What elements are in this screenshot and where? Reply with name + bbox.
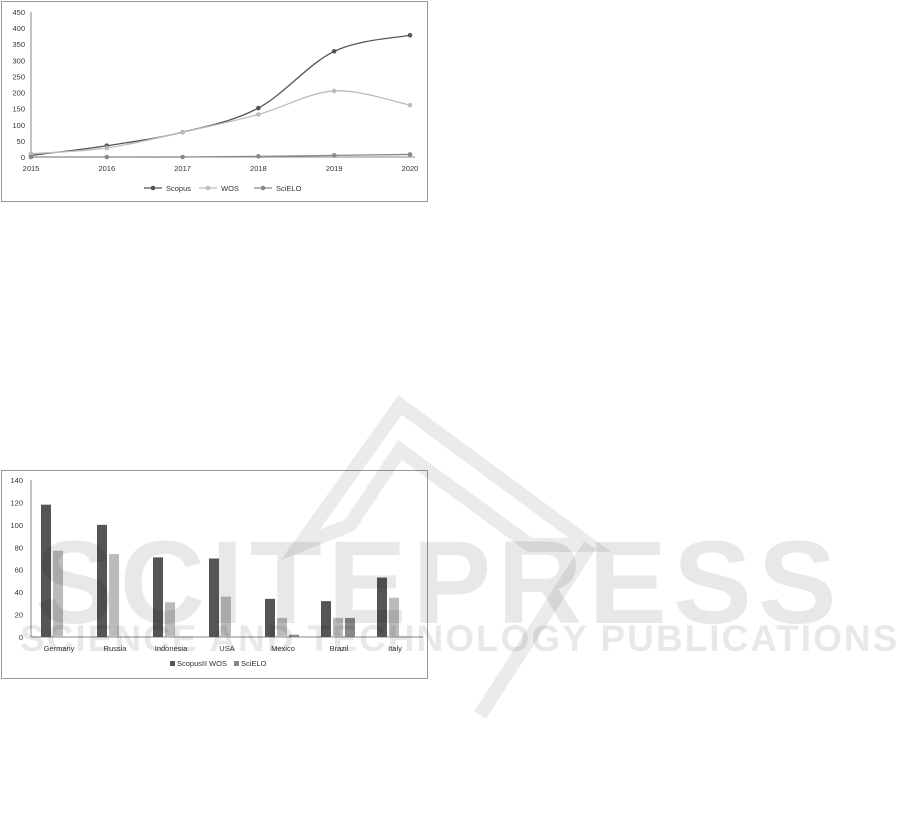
legend-label: WOS bbox=[221, 184, 239, 193]
data-point bbox=[28, 154, 34, 160]
legend-label: SciELO bbox=[276, 184, 302, 193]
data-point bbox=[331, 88, 337, 94]
y-tick-label: 450 bbox=[12, 8, 25, 17]
legend-marker bbox=[205, 185, 211, 191]
x-tick-label: 2018 bbox=[250, 164, 267, 173]
y-tick-label: 150 bbox=[12, 105, 25, 114]
x-tick-label: Brazil bbox=[330, 644, 349, 653]
data-point bbox=[407, 32, 413, 38]
bar-wos bbox=[277, 617, 287, 637]
legend-swatch bbox=[202, 661, 207, 666]
legend-marker bbox=[150, 185, 156, 191]
bar-scopus bbox=[97, 524, 107, 637]
legend-label: Scopus bbox=[166, 184, 191, 193]
x-tick-label: 2019 bbox=[326, 164, 343, 173]
bar-scopus bbox=[41, 504, 51, 637]
bar-scopus bbox=[153, 557, 163, 637]
data-point bbox=[407, 152, 413, 157]
x-tick-label: 2017 bbox=[174, 164, 191, 173]
y-tick-label: 50 bbox=[17, 137, 25, 146]
bar-scopus bbox=[321, 601, 331, 637]
y-tick-label: 140 bbox=[10, 476, 23, 485]
series-line-wos bbox=[30, 90, 411, 155]
legend-swatch bbox=[170, 661, 175, 666]
x-tick-label: 2016 bbox=[98, 164, 115, 173]
data-point bbox=[256, 112, 261, 117]
line-chart-figure: 0 50 100 150 200 250 300 350 400 450 2015 2016 2017 2… bbox=[1, 1, 428, 202]
data-point bbox=[180, 129, 185, 135]
bar-scopus bbox=[209, 558, 219, 637]
bar-scopus bbox=[377, 577, 387, 637]
bar-wos bbox=[53, 550, 63, 637]
data-point bbox=[256, 105, 261, 111]
y-tick-label: 250 bbox=[12, 72, 25, 81]
data-point bbox=[104, 145, 110, 151]
data-point bbox=[28, 151, 34, 157]
data-point bbox=[331, 49, 337, 54]
y-tick-label: 60 bbox=[15, 566, 23, 575]
y-tick-label: 200 bbox=[12, 89, 25, 98]
y-tick-label: 40 bbox=[15, 588, 23, 597]
data-point bbox=[104, 154, 110, 160]
y-tick-label: 400 bbox=[12, 24, 25, 33]
bar-wos bbox=[221, 596, 231, 637]
y-tick-label: 0 bbox=[19, 633, 23, 642]
y-tick-label: 80 bbox=[15, 543, 23, 552]
line-chart: 0 50 100 150 200 250 300 350 400 450 2015 2016 2017 2… bbox=[12, 8, 419, 193]
y-tick-label: 300 bbox=[12, 56, 25, 65]
bar-chart: 0 20 40 60 80 100 120 140 Germany Russia Indonesia… bbox=[10, 476, 423, 668]
bar-wos bbox=[109, 554, 119, 637]
data-point bbox=[331, 153, 337, 158]
legend-marker bbox=[260, 185, 266, 191]
x-tick-label: 2020 bbox=[402, 164, 419, 173]
x-tick-label: USA bbox=[219, 644, 234, 653]
x-tick-label: Indonesia bbox=[155, 644, 188, 653]
bar-wos bbox=[333, 617, 343, 637]
y-tick-label: 120 bbox=[10, 498, 23, 507]
data-point bbox=[256, 154, 261, 159]
bar-scielo bbox=[345, 617, 355, 637]
y-tick-label: 0 bbox=[21, 153, 25, 162]
bar-wos bbox=[389, 597, 399, 637]
data-point bbox=[180, 154, 185, 160]
bar-chart-figure: 0 20 40 60 80 100 120 140 Germany Russia Indonesia… bbox=[1, 470, 428, 679]
series-line-scielo bbox=[31, 153, 411, 158]
y-tick-label: 100 bbox=[12, 121, 25, 130]
legend-label: SciELO bbox=[241, 659, 267, 668]
series-line-scopus bbox=[30, 34, 411, 157]
x-tick-label: Italy bbox=[388, 644, 402, 653]
y-tick-label: 350 bbox=[12, 40, 25, 49]
legend-label: Scopus bbox=[177, 659, 202, 668]
x-tick-label: Mexico bbox=[271, 644, 295, 653]
legend-swatch bbox=[234, 661, 239, 666]
x-tick-label: Russia bbox=[104, 644, 128, 653]
bar-scopus bbox=[265, 598, 275, 637]
x-tick-label: 2015 bbox=[23, 164, 40, 173]
data-point bbox=[407, 102, 413, 108]
y-tick-label: 20 bbox=[15, 611, 23, 620]
y-tick-label: 100 bbox=[10, 521, 23, 530]
legend-label: WOS bbox=[209, 659, 227, 668]
bar-wos bbox=[165, 602, 175, 637]
bar-scielo bbox=[289, 634, 299, 637]
x-tick-label: Germany bbox=[44, 644, 75, 653]
